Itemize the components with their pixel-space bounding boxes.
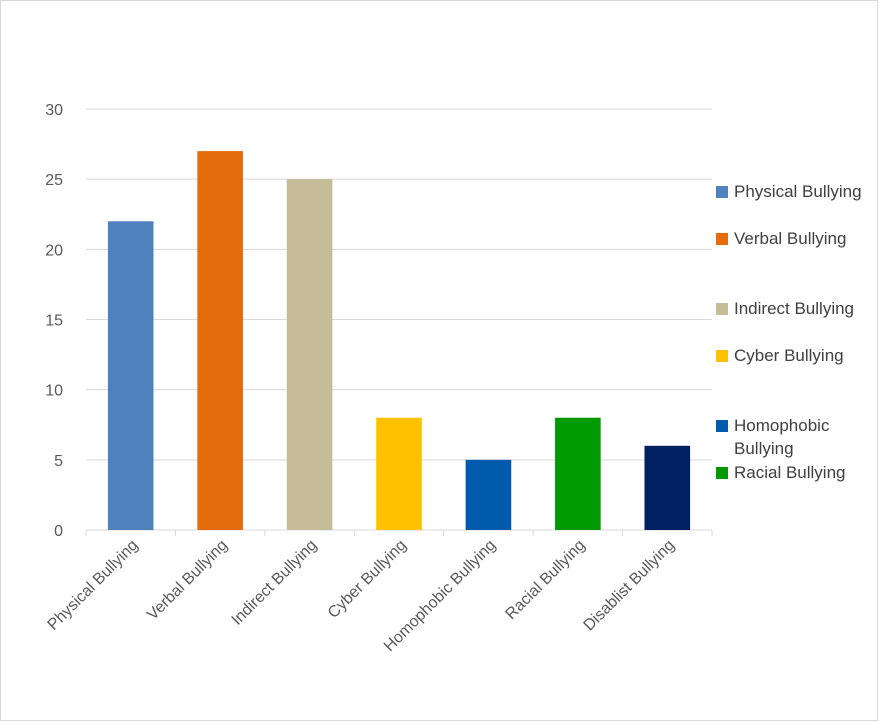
legend-item: Physical Bullying — [713, 180, 878, 227]
legend-swatch — [716, 350, 728, 362]
y-tick-label: 20 — [45, 242, 63, 259]
y-tick-label: 15 — [45, 313, 63, 330]
bar — [555, 417, 601, 530]
x-tick-label: Physical Bullying — [45, 537, 142, 634]
legend-item: Homophobic Bullying — [713, 414, 878, 461]
bar — [286, 179, 333, 530]
legend-item: Indirect Bullying — [713, 297, 878, 344]
legend-label: Homophobic Bullying — [734, 416, 830, 458]
legend-swatch — [716, 420, 728, 432]
y-tick-label: 25 — [45, 172, 63, 189]
legend-swatch — [716, 467, 728, 479]
y-tick-label: 0 — [54, 523, 63, 540]
x-tick-label: Indirect Bullying — [229, 537, 321, 629]
legend-item: Racial Bullying — [713, 461, 878, 531]
bar — [465, 459, 512, 530]
legend-item: Cyber Bullying — [713, 344, 878, 414]
legend-item: Verbal Bullying — [713, 227, 878, 297]
y-tick-label: 10 — [45, 383, 63, 400]
legend-label: Indirect Bullying — [734, 299, 855, 318]
legend-swatch — [716, 186, 728, 198]
bar — [644, 445, 691, 530]
bar — [107, 221, 154, 530]
bar — [376, 417, 422, 530]
legend-swatch — [716, 233, 728, 245]
x-tick-label: Disablist Bullying — [581, 537, 679, 635]
legend-label: Cyber Bullying — [734, 346, 844, 365]
legend-label: Verbal Bullying — [734, 229, 847, 248]
bar — [197, 151, 243, 530]
y-tick-label: 30 — [45, 102, 63, 119]
x-tick-label: Racial Bullying — [502, 537, 588, 623]
legend-label: Physical Bullying — [734, 182, 862, 201]
legend-label: Racial Bullying — [734, 463, 846, 482]
y-tick-label: 5 — [54, 453, 63, 470]
x-tick-label: Cyber Bullying — [325, 537, 410, 622]
x-tick-label: Verbal Bullying — [144, 537, 231, 624]
legend-swatch — [716, 303, 728, 315]
chart-legend: Physical Bullying Verbal Bullying Indire… — [713, 180, 878, 531]
